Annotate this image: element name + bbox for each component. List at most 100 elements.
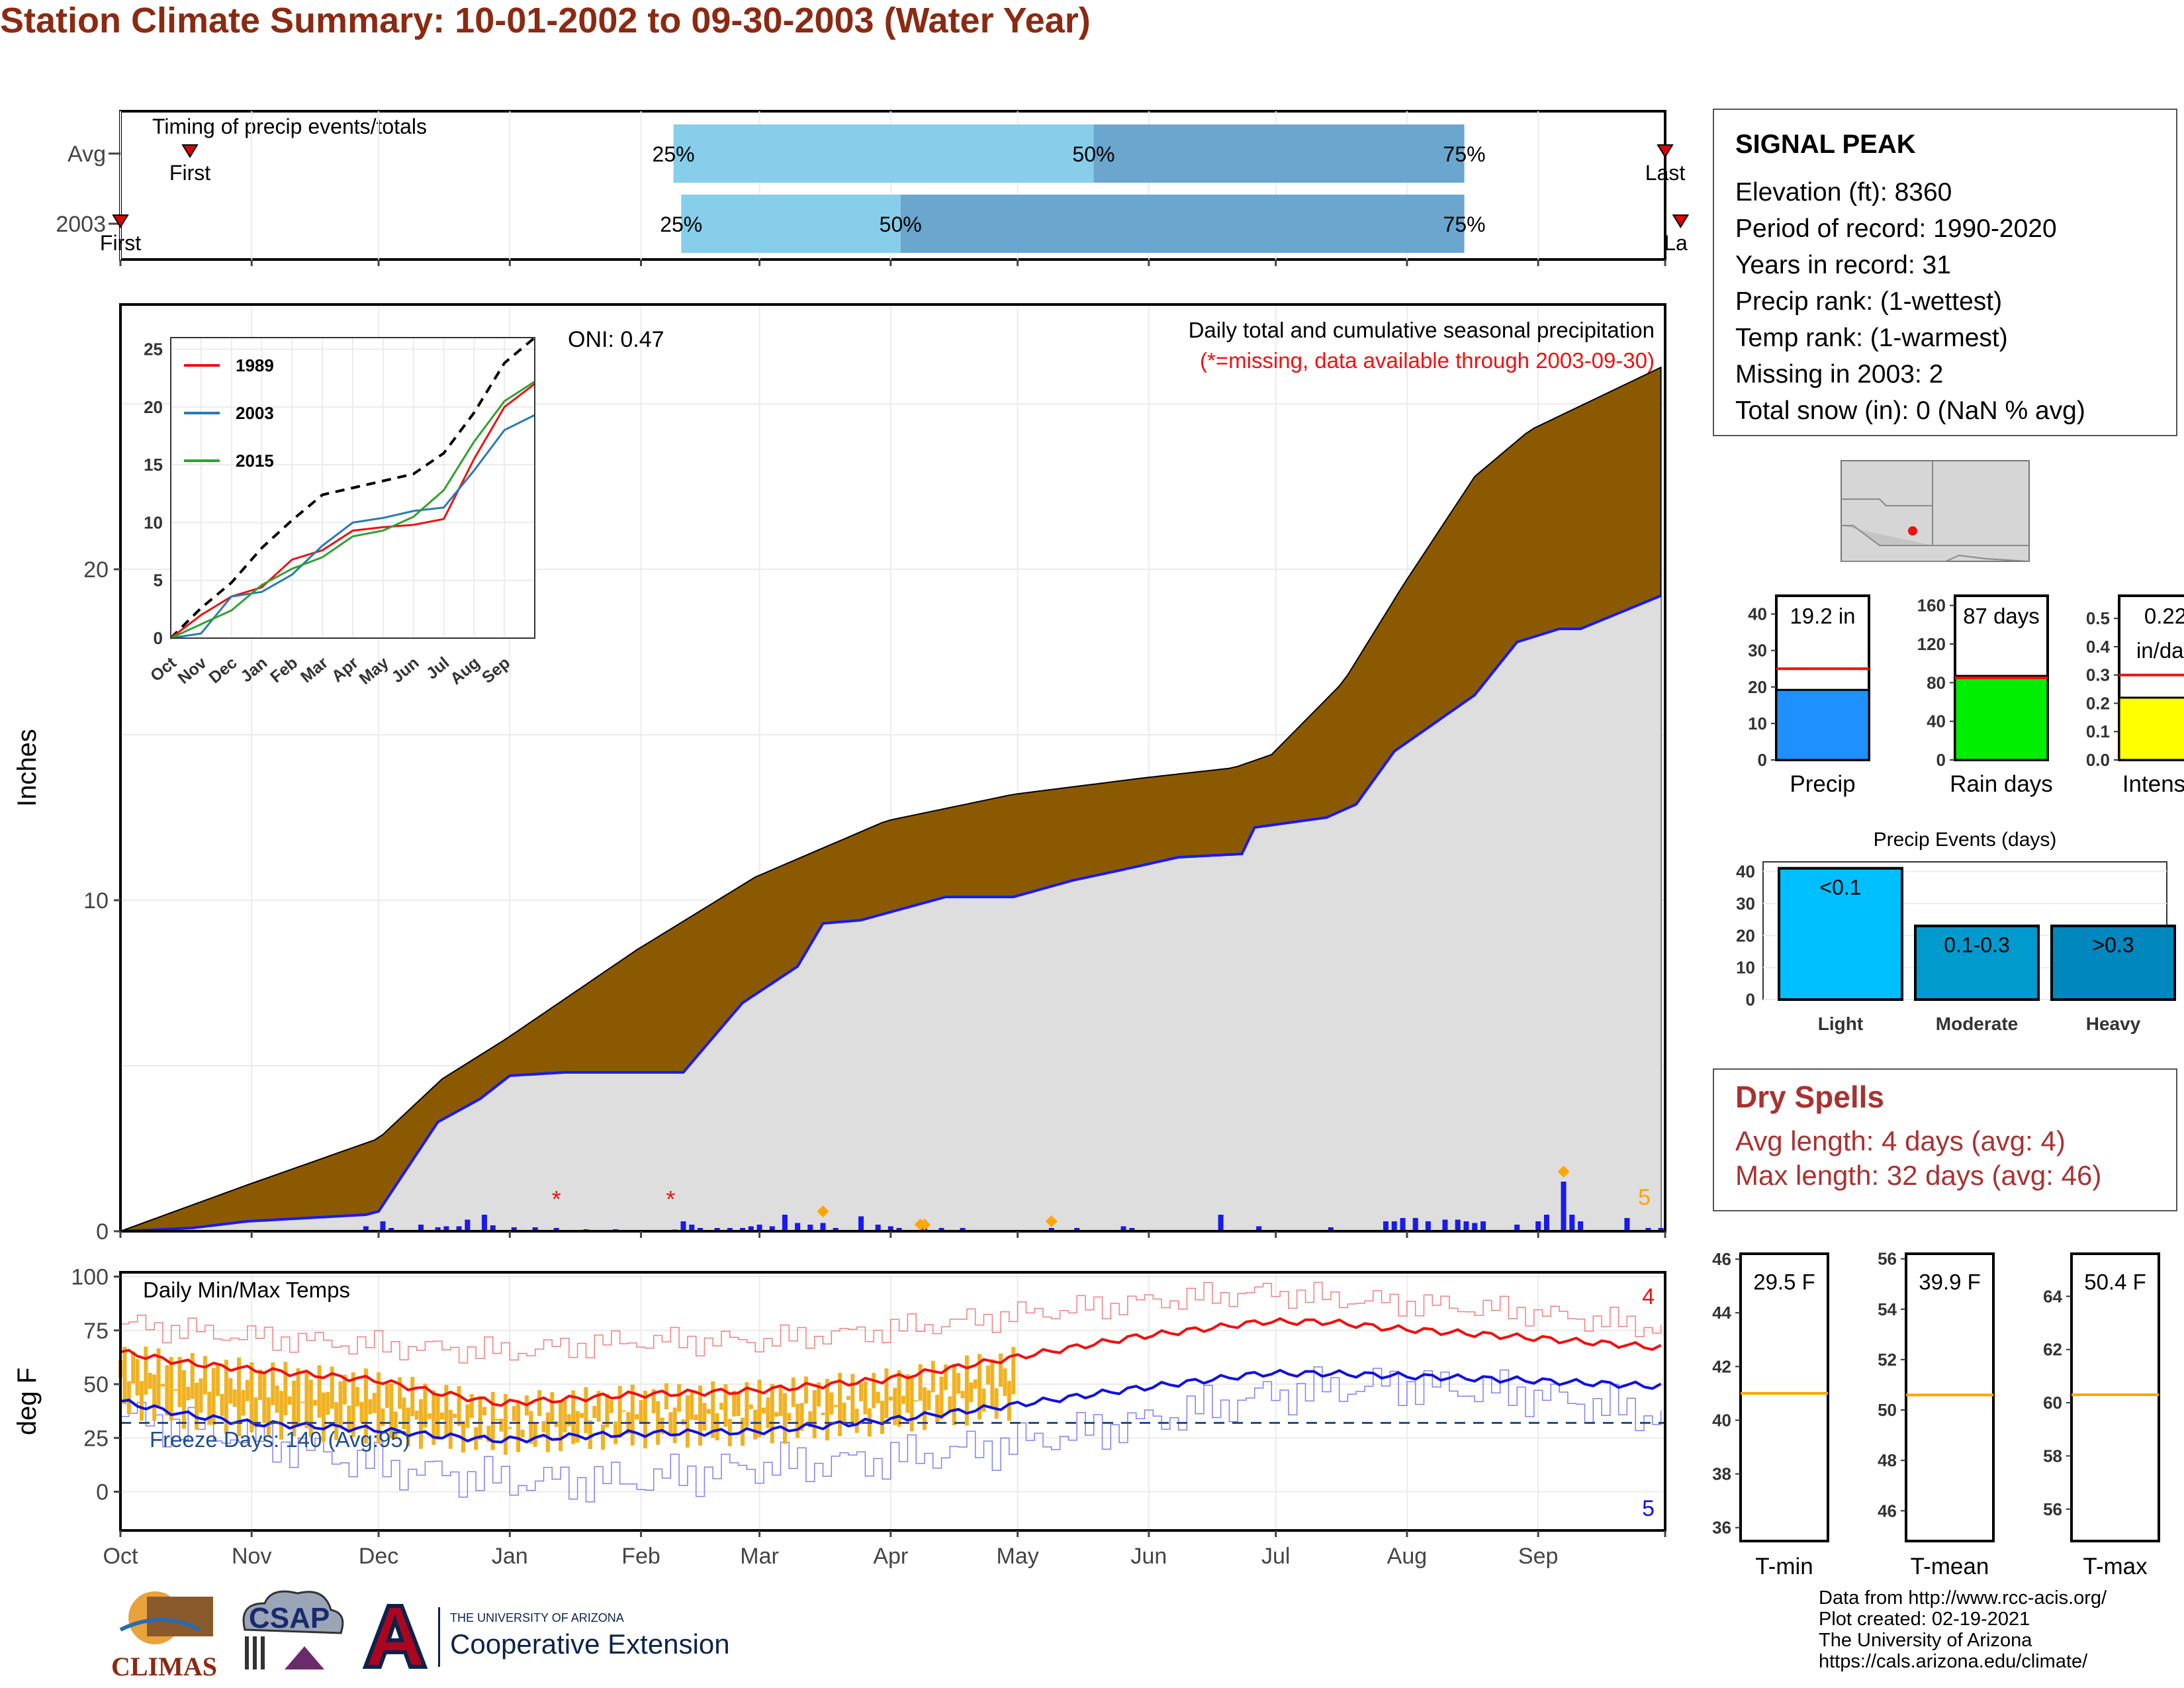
timing-panel: Timing of precip events/totals Avg 25% 50% 7…: [56, 110, 1690, 266]
precip-summary-bars: 0 10 20 30 40 19.2 in Precip 0 40 80 120 160 87 days…: [1748, 594, 2184, 797]
snow-day-marker: [1557, 1166, 1570, 1178]
daily-temp-range-bar: [529, 1411, 533, 1444]
daily-temp-range-bar: [486, 1425, 491, 1442]
daily-temp-range-bar: [296, 1368, 300, 1427]
daily-temp-range-bar: [821, 1413, 825, 1415]
dry-spells-max: Max length: 32 days (avg: 46): [1735, 1160, 2102, 1191]
daily-temp-range-bar: [410, 1376, 415, 1417]
month-tick-label: Aug: [1387, 1544, 1428, 1569]
map-background: [1841, 460, 2030, 562]
daily-precip-bar: [1645, 1228, 1651, 1231]
timing-percentile-label: 50%: [1072, 142, 1115, 166]
daily-temp-range-bar: [482, 1407, 486, 1416]
summary-category-label: Intensity: [2122, 771, 2184, 797]
temp-summary-value-label: 29.5 F: [1753, 1270, 1815, 1294]
summary-y-tick-label: 0: [1936, 750, 1946, 770]
timing-last-marker: [1672, 214, 1690, 228]
average-min-line: [120, 1368, 1662, 1444]
daily-temp-range-bar: [978, 1354, 982, 1420]
daily-temp-range-bar: [541, 1421, 546, 1432]
daily-temp-range-bar: [893, 1387, 897, 1425]
daily-temp-range-bar: [275, 1385, 279, 1413]
timing-percentile-label: 75%: [1443, 212, 1486, 236]
daily-precip-bar: [1561, 1182, 1567, 1231]
daily-precip-bar: [532, 1227, 538, 1231]
daily-precip-bar: [1218, 1215, 1224, 1231]
daily-temp-range-bar: [490, 1391, 495, 1450]
daily-temp-range-bar: [664, 1383, 668, 1410]
daily-temp-range-bar: [969, 1382, 974, 1403]
climas-logo-block: [147, 1597, 213, 1636]
daily-temp-range-bar: [643, 1390, 647, 1449]
month-tick-label: Jul: [1261, 1544, 1290, 1569]
page-title: Station Climate Summary: 10-01-2002 to 0…: [0, 1, 1091, 40]
main-y-tick-label: 0: [96, 1219, 109, 1244]
daily-temp-range-bar: [960, 1391, 965, 1399]
inset-y-tick-label: 15: [144, 455, 163, 475]
station-info-row: Total snow (in): 0 (NaN % avg): [1735, 397, 2085, 425]
daily-temp-range-bar: [516, 1400, 521, 1452]
timing-percentile-label: 25%: [660, 212, 702, 236]
station-info-row: Years in record: 31: [1735, 251, 1951, 279]
daily-temp-range-bar: [727, 1419, 732, 1446]
inset-y-tick-label: 5: [154, 571, 163, 590]
daily-temp-range-bar: [600, 1424, 605, 1450]
daily-temp-range-bar: [888, 1396, 893, 1401]
daily-precip-bar: [511, 1227, 517, 1231]
daily-temp-range-bar: [398, 1377, 402, 1409]
ua-logo: [362, 1604, 428, 1669]
daily-temp-range-bar: [698, 1385, 703, 1446]
daily-precip-bar: [756, 1225, 762, 1231]
daily-precip-bar: [380, 1221, 386, 1231]
temp-summary-category-label: T-max: [2083, 1554, 2148, 1579]
daily-temp-range-bar: [580, 1413, 584, 1419]
csap-logo-bar: [245, 1636, 249, 1669]
daily-temp-range-bar: [262, 1372, 267, 1424]
daily-precip-bar: [887, 1226, 893, 1231]
daily-temp-range-bar: [478, 1395, 482, 1440]
daily-precip-bar: [1480, 1221, 1486, 1231]
daily-precip-bar: [1074, 1228, 1080, 1231]
daily-temp-range-bar: [250, 1362, 254, 1432]
missing-note: (*=missing, data available through 2003-…: [1200, 348, 1655, 373]
daily-precip-bar: [1455, 1219, 1461, 1231]
daily-temp-range-bar: [419, 1399, 424, 1449]
events-y-tick-label: 40: [1736, 862, 1755, 882]
summary-bar: [1954, 675, 2049, 761]
daily-temp-range-bar: [999, 1353, 1003, 1387]
temp-summary-y-tick-label: 64: [2043, 1286, 2062, 1306]
events-bar-label: >0.3: [2092, 933, 2134, 957]
daily-temp-range-bar: [126, 1381, 131, 1415]
daily-temp-range-bar: [283, 1362, 288, 1416]
events-bar-label: <0.1: [1819, 876, 1861, 900]
timing-first-label: First: [100, 231, 141, 255]
daily-precip-bar: [1412, 1218, 1418, 1231]
precip-events-chart: Precip Events (days) 0 10 20 30 40 <0.1 Light 0.…: [1736, 829, 2176, 1034]
daily-temp-range-bar: [266, 1397, 271, 1436]
daily-temp-range-bar: [757, 1380, 762, 1437]
temp-summary-value-label: 50.4 F: [2084, 1270, 2146, 1294]
temp-plot-frame: [119, 1271, 1666, 1532]
temp-summary-y-tick-label: 62: [2043, 1340, 2062, 1360]
summary-y-tick-label: 0.2: [2086, 693, 2110, 713]
daily-temp-range-bar: [617, 1385, 622, 1438]
daily-temp-range-bar: [872, 1373, 876, 1409]
daily-temp-range-bar: [241, 1390, 246, 1416]
daily-temp-range-bar: [439, 1412, 444, 1420]
cumulative-precip-chart: * * 0 10 20 Inches ONI: 0.47 Daily total and cu…: [13, 303, 1666, 1244]
main-plot-frame: [119, 303, 1666, 1233]
daily-precip-bar: [553, 1228, 559, 1231]
max-count-label: 4: [1642, 1284, 1655, 1309]
temp-y-tick-label: 0: [96, 1480, 109, 1505]
missing-data-marker: *: [552, 1186, 561, 1213]
temperature-summary-bars: 36 38 40 42 44 46 29.5 F T-min 46 48 50 52 54 56 39.9 …: [1712, 1249, 2160, 1579]
temp-y-axis-label: deg F: [13, 1368, 42, 1435]
temp-y-tick-label: 75: [83, 1319, 109, 1344]
daily-temp-range-bar: [355, 1387, 360, 1407]
timing-row-label: 2003: [56, 212, 106, 237]
temp-y-tick-label: 25: [83, 1426, 109, 1451]
daily-temp-range-bar: [702, 1403, 707, 1430]
station-info-row: Missing in 2003: 2: [1735, 360, 1944, 389]
daily-precip-bar: [388, 1228, 394, 1231]
daily-temp-range-bar: [880, 1401, 885, 1434]
